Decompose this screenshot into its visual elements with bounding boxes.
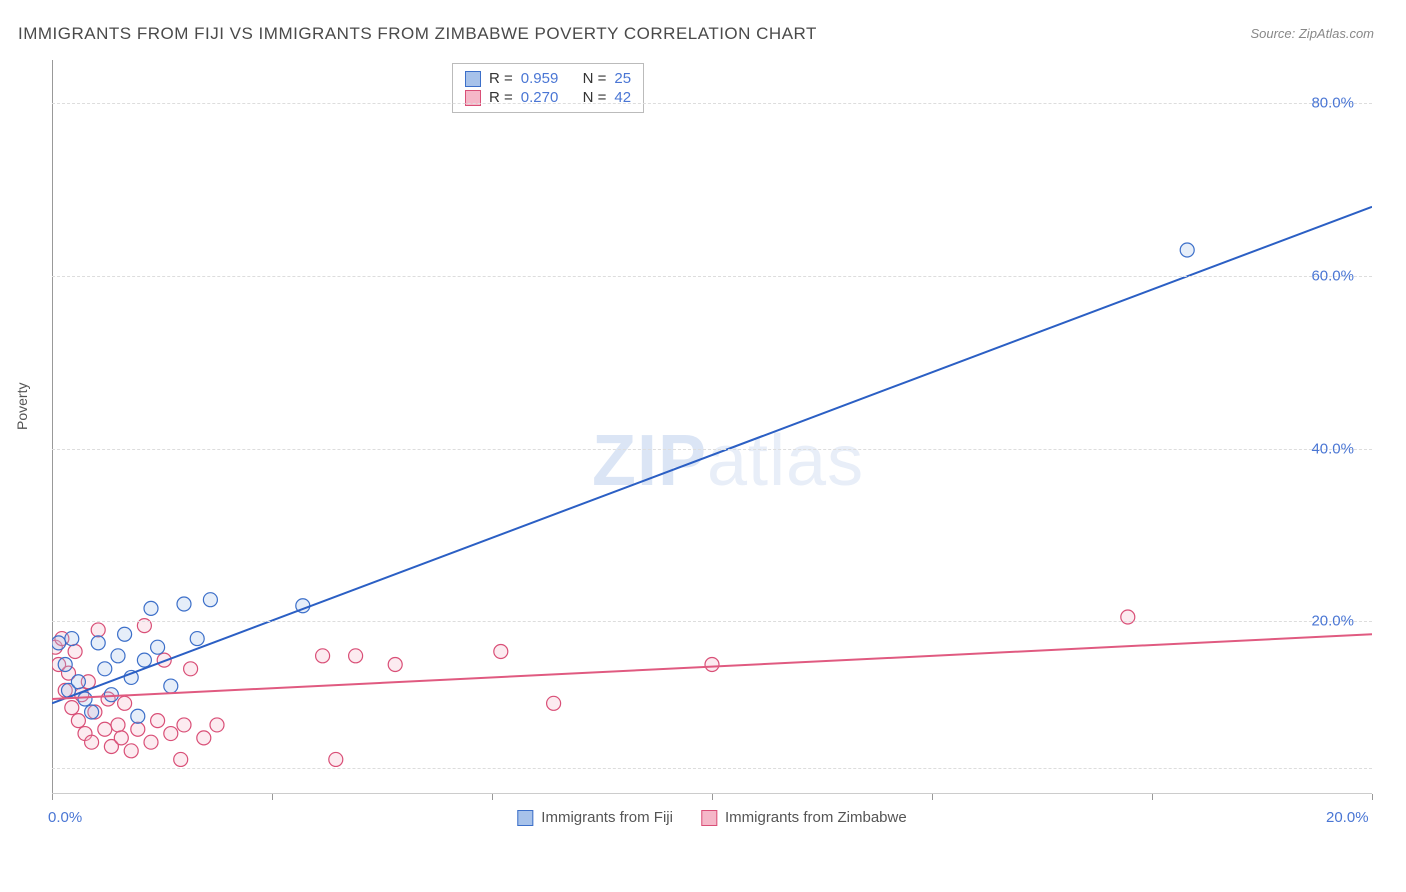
data-point: [197, 731, 211, 745]
data-point: [104, 688, 118, 702]
r-label: R =: [489, 70, 513, 87]
data-point: [164, 679, 178, 693]
swatch-fiji: [517, 810, 533, 826]
data-point: [349, 649, 363, 663]
x-tick-mark: [52, 794, 53, 800]
data-point: [124, 744, 138, 758]
data-point: [177, 597, 191, 611]
data-point: [78, 692, 92, 706]
data-point: [316, 649, 330, 663]
data-point: [144, 601, 158, 615]
y-tick-label: 80.0%: [1311, 95, 1354, 112]
data-point: [111, 649, 125, 663]
data-point: [118, 627, 132, 641]
x-tick-mark: [932, 794, 933, 800]
regression-line: [52, 634, 1372, 699]
data-point: [164, 727, 178, 741]
chart-title: IMMIGRANTS FROM FIJI VS IMMIGRANTS FROM …: [18, 24, 817, 44]
swatch-zimbabwe: [701, 810, 717, 826]
gridline: [52, 103, 1372, 104]
data-point: [118, 696, 132, 710]
r-value-fiji: 0.959: [521, 70, 559, 87]
stats-row-fiji: R = 0.959 N = 25: [465, 69, 631, 88]
data-point: [85, 735, 99, 749]
x-tick-label: 0.0%: [48, 809, 82, 826]
gridline: [52, 276, 1372, 277]
data-point: [114, 731, 128, 745]
n-value-fiji: 25: [614, 70, 631, 87]
stats-legend-box: R = 0.959 N = 25 R = 0.270 N = 42: [452, 63, 644, 113]
data-point: [71, 675, 85, 689]
data-point: [98, 722, 112, 736]
x-tick-mark: [272, 794, 273, 800]
data-point: [547, 696, 561, 710]
legend-item-zimbabwe: Immigrants from Zimbabwe: [701, 809, 907, 826]
data-point: [58, 657, 72, 671]
data-point: [174, 752, 188, 766]
data-point: [98, 662, 112, 676]
data-point: [71, 714, 85, 728]
y-tick-label: 20.0%: [1311, 613, 1354, 630]
legend-label-fiji: Immigrants from Fiji: [541, 809, 673, 826]
data-point: [494, 645, 508, 659]
data-point: [131, 722, 145, 736]
gridline: [52, 449, 1372, 450]
data-point: [329, 752, 343, 766]
x-tick-label: 20.0%: [1326, 809, 1369, 826]
x-tick-mark: [1152, 794, 1153, 800]
data-point: [705, 657, 719, 671]
regression-line: [52, 207, 1372, 704]
data-point: [111, 718, 125, 732]
swatch-fiji: [465, 71, 481, 87]
x-tick-mark: [492, 794, 493, 800]
x-tick-mark: [1372, 794, 1373, 800]
data-point: [137, 653, 151, 667]
data-point: [184, 662, 198, 676]
data-point: [151, 640, 165, 654]
data-point: [65, 701, 79, 715]
data-point: [65, 632, 79, 646]
data-point: [388, 657, 402, 671]
data-point: [1180, 243, 1194, 257]
gridline: [52, 621, 1372, 622]
data-point: [210, 718, 224, 732]
chart-svg: [52, 60, 1372, 830]
data-point: [144, 735, 158, 749]
bottom-legend: Immigrants from Fiji Immigrants from Zim…: [517, 809, 906, 826]
source-attribution: Source: ZipAtlas.com: [1250, 26, 1374, 41]
data-point: [190, 632, 204, 646]
x-tick-mark: [712, 794, 713, 800]
data-point: [52, 636, 66, 650]
legend-item-fiji: Immigrants from Fiji: [517, 809, 673, 826]
y-axis-label: Poverty: [14, 383, 30, 430]
data-point: [91, 623, 105, 637]
data-point: [177, 718, 191, 732]
gridline: [52, 768, 1372, 769]
data-point: [91, 636, 105, 650]
y-tick-label: 60.0%: [1311, 267, 1354, 284]
plot-area: ZIPatlas R = 0.959 N = 25 R = 0.270 N = …: [52, 60, 1372, 830]
data-point: [203, 593, 217, 607]
legend-label-zimbabwe: Immigrants from Zimbabwe: [725, 809, 907, 826]
data-point: [85, 705, 99, 719]
data-point: [151, 714, 165, 728]
y-tick-label: 40.0%: [1311, 440, 1354, 457]
data-point: [131, 709, 145, 723]
data-point: [68, 645, 82, 659]
n-label: N =: [583, 70, 607, 87]
